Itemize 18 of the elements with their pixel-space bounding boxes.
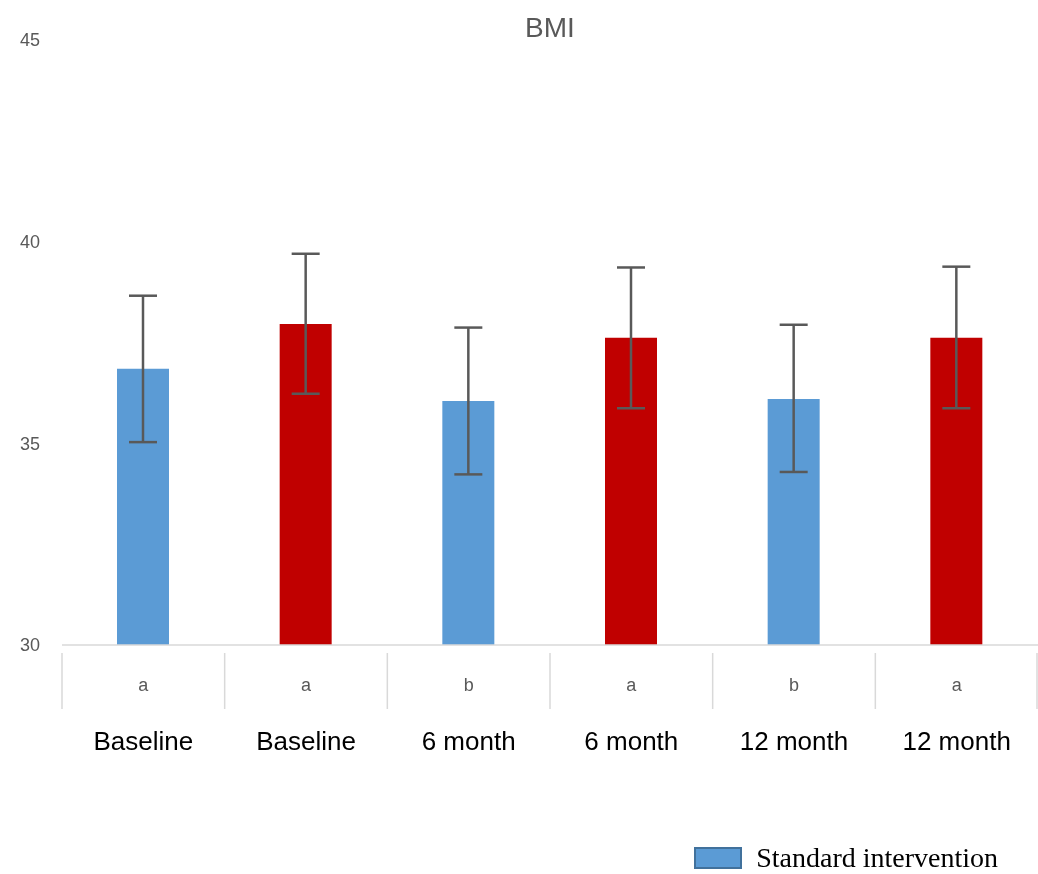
text: a	[300, 675, 312, 695]
x-tick-label: 12 month	[739, 726, 849, 756]
y-tick-label: 40	[19, 232, 40, 253]
chart-title: BMI	[524, 12, 576, 44]
y-tick-label: 30	[19, 635, 40, 656]
text: b	[788, 675, 800, 695]
text: b	[463, 675, 474, 695]
x-tick-label: 6 month	[421, 726, 516, 756]
text: a	[138, 675, 150, 695]
text: a	[626, 675, 638, 695]
x-tick-label: 6 month	[584, 726, 679, 756]
x-tick-label: Baseline	[93, 726, 194, 756]
x-tick-label: Baseline	[256, 726, 356, 756]
legend-label: Standard intervention	[756, 842, 998, 874]
y-tick-label: 35	[19, 433, 40, 454]
text: a	[951, 675, 963, 695]
x-tick-label: 12 month	[902, 726, 1011, 756]
y-tick-label: 45	[19, 30, 40, 51]
